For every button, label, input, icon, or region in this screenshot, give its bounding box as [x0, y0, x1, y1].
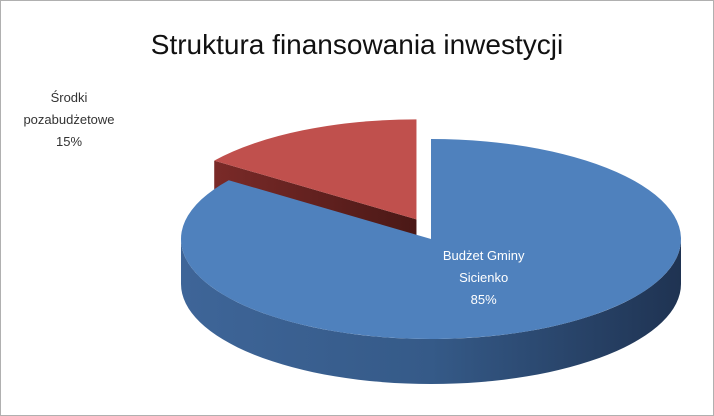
data-label-value: 85% [470, 292, 497, 307]
chart-title: Struktura finansowania inwestycji [150, 29, 564, 60]
slice-side [181, 239, 681, 384]
data-label-value: 15% [55, 134, 83, 149]
data-label-name: Budżet Gminy Sicienko [442, 248, 525, 285]
data-label-name: Środki pozabudżetowe [23, 90, 115, 127]
slice [214, 119, 417, 220]
slice [180, 139, 682, 340]
